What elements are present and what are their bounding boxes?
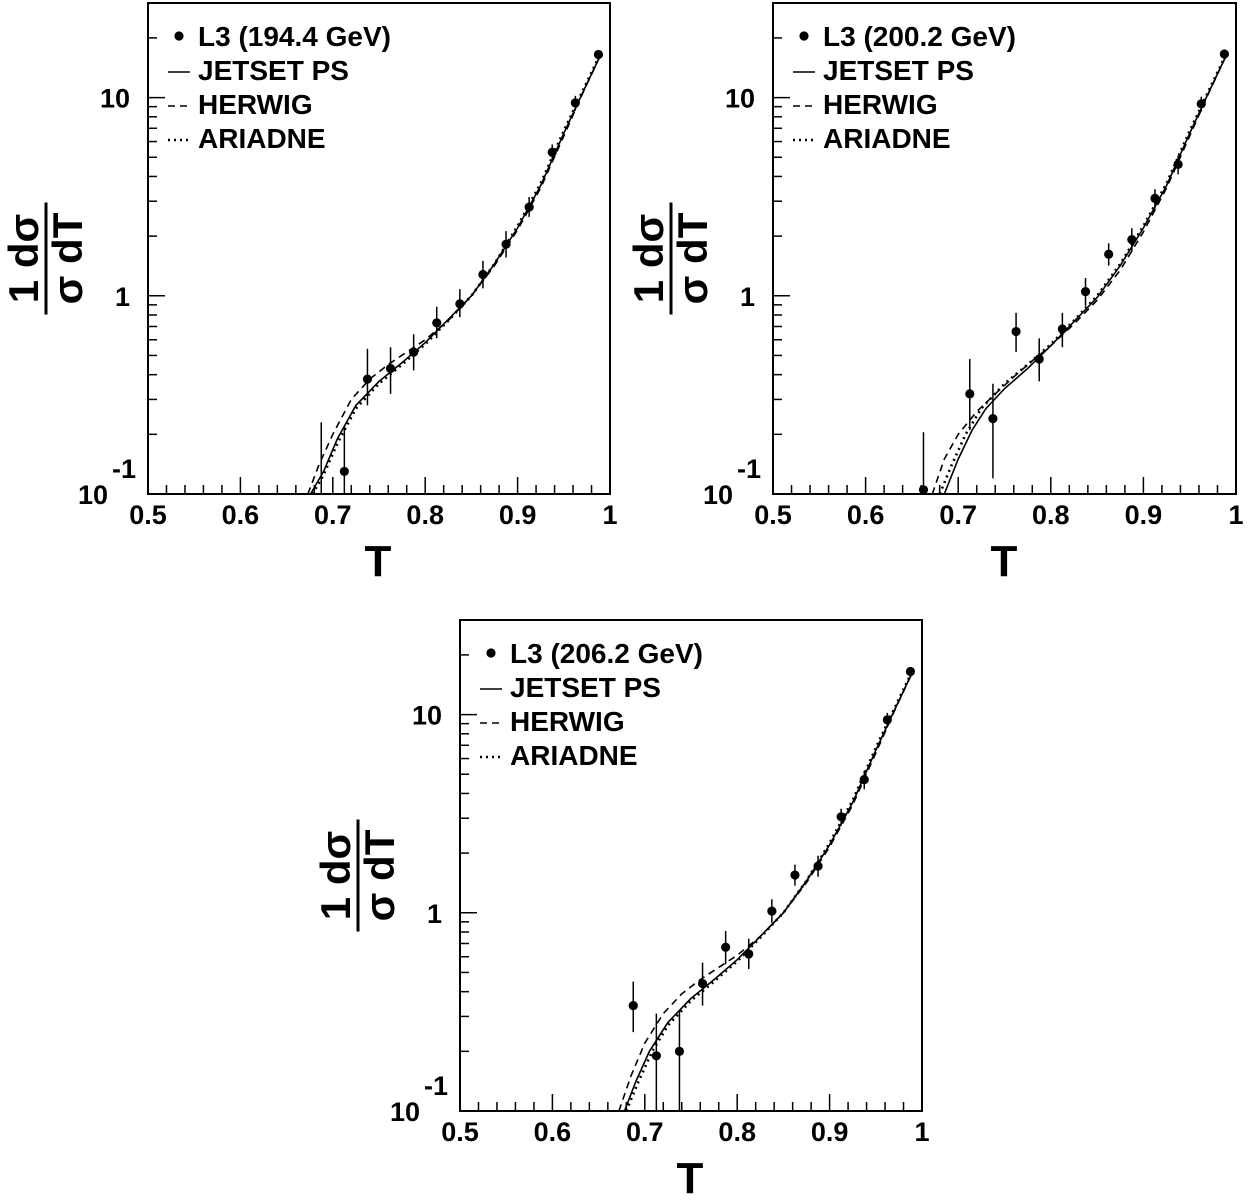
x-axis-title: T bbox=[991, 537, 1018, 586]
data-point bbox=[988, 414, 998, 424]
series-line-ariadne bbox=[625, 669, 914, 1111]
y-tick-label-base: 10 bbox=[703, 480, 733, 510]
series-line-herwig bbox=[931, 54, 1228, 494]
x-tick-label: 0.9 bbox=[811, 1117, 849, 1147]
data-point bbox=[362, 374, 373, 384]
data-point bbox=[432, 318, 442, 328]
series-line-jetset-ps bbox=[309, 54, 602, 494]
data-point bbox=[918, 485, 929, 495]
x-tick-label: 0.9 bbox=[499, 500, 537, 530]
legend-marker bbox=[799, 31, 809, 41]
data-point bbox=[767, 906, 777, 916]
y-tick-label: 10 bbox=[412, 701, 442, 731]
y-axis-title: 1 dσσ dT bbox=[625, 202, 716, 315]
x-tick-label: 0.6 bbox=[222, 500, 260, 530]
legend-label: JETSET PS bbox=[823, 55, 974, 86]
series-line-ariadne bbox=[311, 52, 602, 494]
y-tick-label-base: 10 bbox=[390, 1097, 420, 1127]
x-tick-label: 0.9 bbox=[1125, 500, 1163, 530]
y-axis-title-denominator: σ dT bbox=[356, 829, 403, 921]
x-tick-label: 1 bbox=[914, 1117, 929, 1147]
legend-label: L3 (206.2 GeV) bbox=[510, 638, 703, 669]
data-point bbox=[593, 49, 604, 60]
x-tick-label: 0.5 bbox=[441, 1117, 479, 1147]
data-point bbox=[697, 978, 708, 989]
x-tick-label: 0.8 bbox=[718, 1117, 756, 1147]
data-point bbox=[905, 666, 916, 677]
x-tick-label: 1 bbox=[602, 500, 617, 530]
legend-label: ARIADNE bbox=[823, 123, 951, 154]
data-point bbox=[1034, 354, 1044, 364]
series-line-ariadne bbox=[938, 52, 1228, 494]
x-tick-label: 0.6 bbox=[534, 1117, 572, 1147]
data-point bbox=[790, 870, 800, 880]
y-axis-title-denominator: σ dT bbox=[669, 212, 716, 304]
legend-label: ARIADNE bbox=[510, 740, 638, 771]
y-axis-title: 1 dσσ dT bbox=[0, 202, 91, 315]
y-tick-label: 10 bbox=[725, 84, 755, 114]
x-tick-label: 0.8 bbox=[406, 500, 444, 530]
legend-label: JETSET PS bbox=[198, 55, 349, 86]
x-tick-label: 0.7 bbox=[939, 500, 977, 530]
x-tick-label: 0.8 bbox=[1032, 500, 1070, 530]
data-point bbox=[744, 949, 754, 959]
x-tick-label: 0.5 bbox=[754, 500, 792, 530]
x-axis-title: T bbox=[677, 1154, 704, 1202]
x-tick-label: 1 bbox=[1228, 500, 1243, 530]
y-axis-title: 1 dσσ dT bbox=[312, 819, 403, 932]
y-axis-title-numerator: 1 dσ bbox=[312, 831, 359, 920]
y-tick-label-exponent: -1 bbox=[737, 454, 761, 484]
y-tick-label-exponent: -1 bbox=[424, 1071, 448, 1101]
data-point bbox=[813, 861, 823, 871]
y-tick-label: 1 bbox=[115, 282, 130, 312]
x-tick-label: 0.6 bbox=[847, 500, 885, 530]
data-point bbox=[674, 1046, 685, 1056]
y-axis-title-numerator: 1 dσ bbox=[625, 214, 672, 303]
data-point bbox=[1150, 193, 1160, 203]
series-line-jetset-ps bbox=[943, 54, 1228, 494]
legend-label: HERWIG bbox=[510, 706, 625, 737]
data-point bbox=[965, 389, 975, 399]
data-point bbox=[1104, 249, 1114, 259]
series-line-herwig bbox=[618, 671, 914, 1111]
legend-marker bbox=[174, 31, 184, 41]
x-tick-label: 0.7 bbox=[314, 500, 352, 530]
legend-label: HERWIG bbox=[198, 89, 313, 120]
legend-label: L3 (200.2 GeV) bbox=[823, 21, 1016, 52]
legend-marker bbox=[486, 648, 496, 658]
x-tick-label: 0.5 bbox=[129, 500, 167, 530]
x-axis-title: T bbox=[365, 537, 392, 586]
plot-frame bbox=[772, 2, 1237, 495]
y-axis-title-numerator: 1 dσ bbox=[0, 214, 47, 303]
series-line-herwig bbox=[307, 54, 602, 494]
plot-frame bbox=[459, 619, 923, 1112]
legend-label: HERWIG bbox=[823, 89, 938, 120]
x-tick-label: 0.7 bbox=[626, 1117, 664, 1147]
legend-label: ARIADNE bbox=[198, 123, 326, 154]
y-tick-label: 1 bbox=[740, 282, 755, 312]
y-tick-label-exponent: -1 bbox=[112, 454, 136, 484]
data-point bbox=[1011, 326, 1021, 337]
y-tick-label: 1 bbox=[427, 899, 442, 929]
data-point bbox=[1080, 286, 1091, 297]
series-line-jetset-ps bbox=[623, 671, 914, 1111]
y-axis-title-denominator: σ dT bbox=[44, 212, 91, 304]
legend-label: JETSET PS bbox=[510, 672, 661, 703]
y-tick-label: 10 bbox=[100, 84, 130, 114]
y-tick-label-base: 10 bbox=[78, 480, 108, 510]
plot-frame bbox=[147, 2, 611, 495]
data-point bbox=[651, 1051, 661, 1061]
data-point bbox=[628, 1001, 638, 1011]
legend-label: L3 (194.4 GeV) bbox=[198, 21, 391, 52]
data-point bbox=[339, 466, 349, 477]
data-point bbox=[721, 942, 731, 952]
